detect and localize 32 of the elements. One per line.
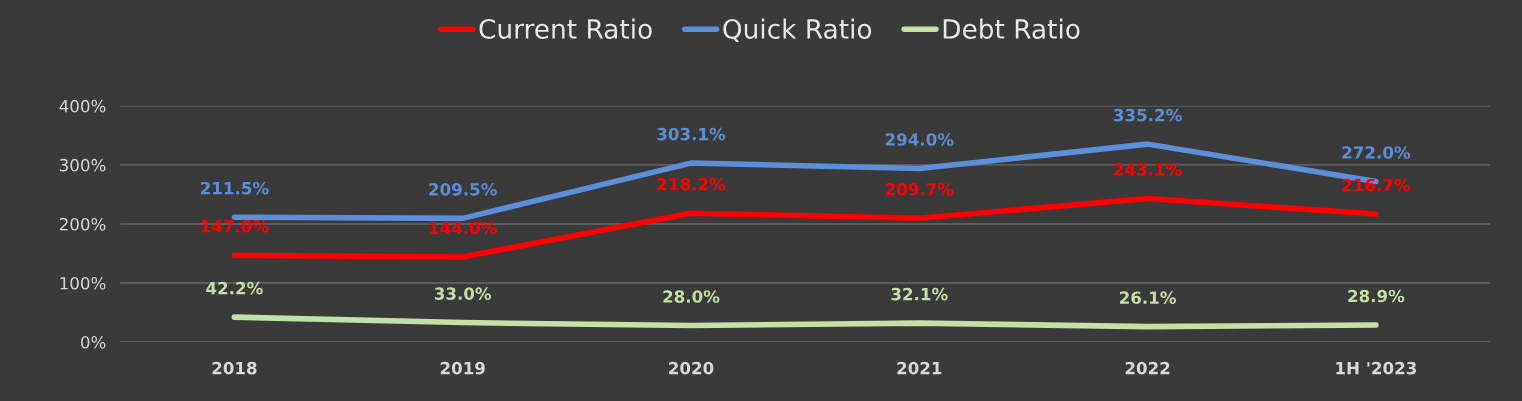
x-tick-label: 2022 bbox=[1125, 361, 1170, 375]
data-label: 33.0% bbox=[434, 287, 492, 300]
data-label: 243.1% bbox=[1114, 163, 1182, 176]
data-label: 216.7% bbox=[1342, 178, 1411, 192]
x-tick-label: 2019 bbox=[440, 361, 485, 375]
data-label: 32.1% bbox=[891, 287, 948, 301]
x-tick-label: 2021 bbox=[897, 361, 942, 375]
y-tick-label: 400% bbox=[59, 99, 106, 113]
legend-label: Debt Ratio bbox=[943, 18, 1080, 39]
data-label: 218.2% bbox=[657, 177, 726, 191]
y-tick-label: 100% bbox=[60, 276, 106, 290]
data-label: 303.1% bbox=[657, 127, 726, 141]
data-label: 211.5% bbox=[201, 181, 269, 195]
y-tick-label: 200% bbox=[59, 217, 106, 231]
data-label: 335.2% bbox=[1113, 108, 1182, 122]
data-label: 42.2% bbox=[206, 281, 263, 295]
data-label: 144.0% bbox=[429, 221, 497, 235]
data-label: 147.0% bbox=[201, 219, 269, 233]
x-tick-label: 1H '2023 bbox=[1336, 361, 1416, 375]
data-label: 209.7% bbox=[885, 182, 954, 196]
data-label: 28.9% bbox=[1348, 289, 1405, 303]
legend-label: Quick Ratio bbox=[723, 18, 872, 42]
y-tick-label: 300% bbox=[59, 158, 106, 172]
data-label: 26.1% bbox=[1120, 291, 1176, 304]
data-label: 272.0% bbox=[1342, 146, 1411, 159]
data-label: 209.5% bbox=[429, 183, 497, 196]
y-tick-label: 0% bbox=[81, 336, 106, 349]
legend-label: Current Ratio bbox=[479, 18, 652, 39]
data-label: 294.0% bbox=[885, 133, 954, 146]
x-tick-label: 2018 bbox=[212, 361, 257, 375]
x-tick-label: 2020 bbox=[669, 361, 714, 375]
data-label: 28.0% bbox=[663, 290, 720, 303]
